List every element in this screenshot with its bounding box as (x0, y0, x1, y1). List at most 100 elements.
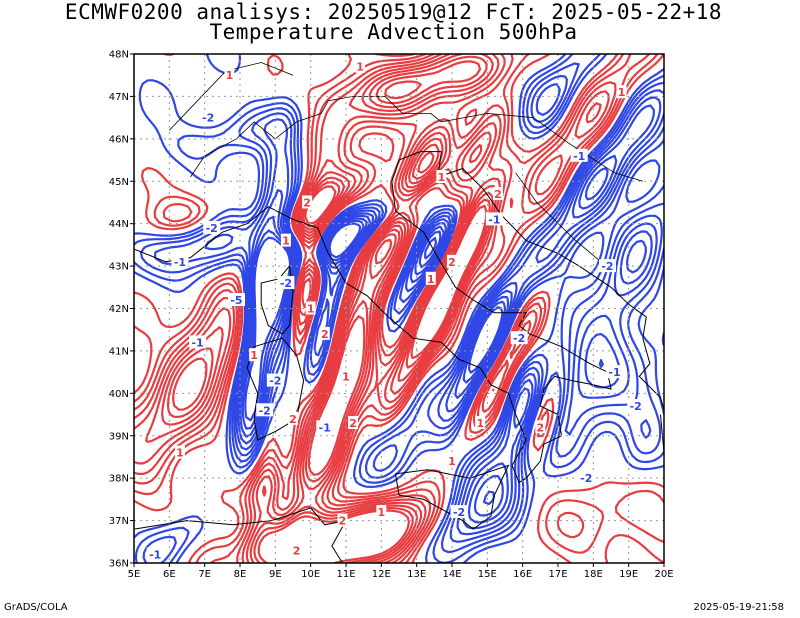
lat-tick-label: 41N (109, 346, 129, 357)
cold-advection-contour (237, 104, 655, 530)
lat-tick-label: 39N (109, 431, 129, 442)
contour-label: 1 (226, 69, 234, 82)
contour-label-bg (510, 331, 528, 345)
lon-tick-label: 14E (442, 569, 461, 580)
cold-advection-contour (134, 54, 664, 563)
contour-label: -2 (206, 222, 218, 235)
contour-label-bg (425, 271, 436, 285)
contour-label: -2 (280, 277, 292, 290)
contour-label: -1 (488, 213, 500, 226)
map-grid (134, 54, 664, 563)
contour-label: -1 (191, 336, 203, 349)
contour-label: 1 (176, 447, 184, 460)
warm-advection-contour (172, 80, 488, 563)
contour-label-bg (606, 365, 624, 379)
lon-tick-label: 12E (372, 569, 391, 580)
lat-tick-label: 40N (109, 389, 129, 400)
lon-tick-label: 20E (654, 569, 673, 580)
contour-label: -5 (230, 294, 242, 307)
contour-label: 2 (448, 256, 456, 269)
contour-label-bg (288, 411, 298, 425)
contour-label-bg (224, 68, 235, 82)
contour-label: -2 (453, 506, 465, 519)
contour-label: 1 (427, 273, 435, 286)
lat-tick-label: 45N (109, 177, 129, 188)
contour-label-bg (535, 420, 546, 434)
contour-label: 1 (282, 235, 290, 248)
axes: 36N 37N 38N 39N 40N 41N 42N 43N 44N 45N 46N 47N 48N 5… (109, 50, 674, 581)
lon-tick-label: 6E (163, 569, 176, 580)
lon-tick-label: 13E (407, 569, 426, 580)
contour-label: 2 (494, 188, 502, 201)
contour-label-bg (341, 369, 351, 383)
contour-label: 2 (349, 417, 357, 430)
contour-label: 1 (356, 61, 364, 74)
contour-label-bg (189, 335, 207, 349)
contour-label-bg (450, 505, 468, 519)
contour-label: -2 (513, 332, 525, 345)
greece-coastline (660, 414, 664, 487)
contour-label-bg (577, 471, 595, 485)
lon-tick-label: 5E (128, 569, 141, 580)
contour-label: 1 (378, 506, 386, 519)
balkan-border (441, 112, 643, 182)
bosnia-border (515, 172, 612, 271)
contour-label-bg (305, 301, 316, 315)
cold-advection-contour (154, 74, 664, 543)
warm-advection-contour (134, 54, 651, 563)
contour-label-bg (348, 416, 359, 430)
lat-tick-label: 36N (109, 559, 129, 570)
contour-label: 1 (438, 171, 446, 184)
contour-label-bg (447, 454, 457, 468)
contour-label-bg (316, 420, 334, 434)
footer-software: GrADS/COLA (4, 602, 68, 613)
contour-label: -1 (319, 421, 331, 434)
contour-label: -1 (149, 549, 161, 562)
italy-coastline (222, 151, 612, 484)
lat-tick-label: 43N (109, 262, 129, 273)
corsica-coastline (260, 265, 294, 335)
contour-label-bg (485, 212, 503, 226)
contour-label-bg (337, 513, 348, 527)
lat-tick-label: 44N (109, 219, 129, 230)
lat-tick-label: 38N (109, 474, 129, 485)
contour-label-bg (447, 254, 457, 268)
chart-title: ECMWF0200 analisys: 20250519@12 FcT: 202… (64, 0, 723, 24)
contour-label: 1 (250, 349, 258, 362)
lat-tick-label: 37N (109, 516, 129, 527)
contour-label: 1 (307, 303, 315, 316)
contour-label-bg (203, 220, 221, 234)
lon-tick-label: 11E (336, 569, 355, 580)
lat-tick-label: 42N (109, 304, 129, 315)
contour-label: 2 (321, 328, 329, 341)
contour-label-bg (256, 403, 274, 417)
contour-label: 1 (342, 370, 350, 383)
contour-label: -1 (174, 256, 186, 269)
lon-tick-label: 16E (513, 569, 532, 580)
contour-label-bg (291, 543, 302, 557)
lon-tick-label: 19E (619, 569, 638, 580)
warm-advection-contour (134, 54, 617, 563)
contour-label-bg (492, 186, 503, 200)
warm-advection-contour (166, 60, 491, 563)
contour-label-bg (199, 110, 217, 124)
contour-label-bg (475, 416, 486, 430)
lon-tick-label: 8E (234, 569, 247, 580)
africa-coastline (134, 507, 347, 563)
lat-tick-label: 46N (109, 134, 129, 145)
contour-label-bg (227, 293, 245, 307)
contour-label-bg (249, 348, 260, 362)
contour-label-bg (616, 85, 627, 99)
lon-tick-label: 17E (548, 569, 567, 580)
lat-tick-label: 48N (109, 50, 129, 61)
contour-label-bg (598, 259, 616, 273)
contour-label: -2 (202, 112, 214, 125)
contour-label-bg (570, 148, 588, 162)
contour-label: -1 (608, 366, 620, 379)
contour-label: 2 (537, 421, 545, 434)
contour-label: 2 (339, 515, 347, 528)
chart-subtitle: Temperature Advection 500hPa (209, 20, 578, 44)
contour-label-bg (302, 195, 313, 209)
balkan-coastline (437, 151, 664, 411)
contour-label: -2 (580, 472, 592, 485)
